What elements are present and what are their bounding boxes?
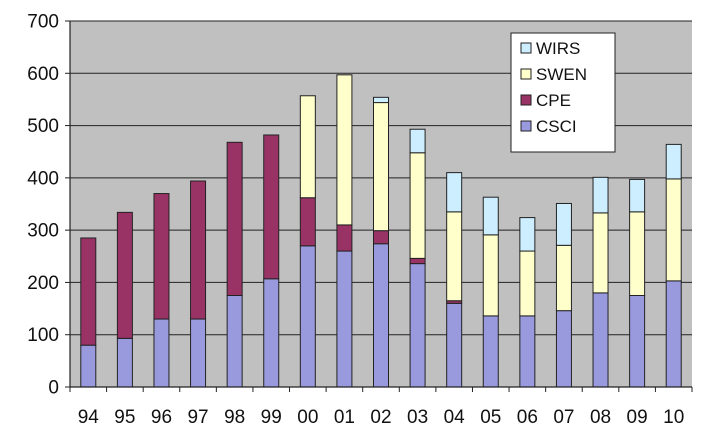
bar-segment-cpe-94: [80, 237, 97, 346]
y-tick-label: 200: [27, 273, 59, 294]
bar-segment-swen-07: [555, 244, 572, 312]
legend-label-csci: CSCI: [536, 117, 577, 136]
bar-segment-wirs-02: [373, 96, 389, 104]
axes: 0 100 200 300 400 500 600 700 94 95 96 97 98 99 00 01 02…: [27, 12, 693, 428]
bar-segment-wirs-06: [519, 217, 536, 252]
bar-segment-csci-05: [482, 315, 499, 388]
bar-segment-cpe-96: [153, 193, 170, 320]
bar-segment-swen-02: [373, 102, 389, 232]
bar-segment-swen-09: [629, 211, 646, 296]
y-tick-label: 500: [27, 116, 59, 137]
bar-segment-cpe-95: [116, 211, 133, 339]
bar-segment-csci-95: [116, 337, 133, 388]
bar-segment-csci-06: [519, 315, 536, 388]
bar-segment-csci-01: [336, 250, 353, 388]
bar-segment-wirs-05: [482, 196, 499, 236]
bar-segment-swen-08: [592, 212, 609, 294]
bar-segment-wirs-08: [592, 176, 609, 214]
legend-swatch-csci: [520, 120, 532, 132]
legend-swatch-cpe: [520, 94, 532, 106]
legend-label-wirs: WIRS: [536, 39, 580, 58]
x-tick-label: 98: [224, 407, 245, 428]
x-tick-label: 08: [590, 407, 611, 428]
y-tick-label: 100: [27, 325, 59, 346]
x-tick-label: 96: [151, 407, 172, 428]
bar-segment-csci-03: [409, 263, 426, 388]
bar-segment-wirs-10: [665, 143, 682, 180]
bar-segment-wirs-07: [555, 202, 572, 246]
legend-label-swen: SWEN: [536, 65, 587, 84]
bar-segment-swen-00: [299, 95, 316, 199]
bar-segment-swen-10: [665, 178, 682, 282]
bar-segment-cpe-97: [190, 180, 207, 320]
x-tick-label: 99: [261, 407, 282, 428]
x-tick-label: 05: [480, 407, 501, 428]
bar-segment-swen-04: [446, 211, 463, 302]
bar-segment-csci-99: [263, 278, 280, 388]
bar-segment-cpe-00: [299, 197, 316, 247]
x-tick-label: 09: [627, 407, 648, 428]
legend-swatch-wirs: [520, 42, 532, 54]
bar-segment-wirs-09: [629, 178, 646, 213]
x-tick-label: 04: [444, 407, 466, 428]
bar-segment-cpe-99: [263, 134, 280, 280]
x-tick-label: 02: [370, 407, 391, 428]
bar-segment-csci-02: [373, 243, 389, 388]
bar-segment-cpe-02: [373, 230, 389, 245]
x-tick-label: 06: [517, 407, 538, 428]
bar-segment-csci-00: [299, 245, 316, 388]
bar-segment-wirs-04: [446, 172, 463, 213]
x-tick-label: 10: [663, 407, 684, 428]
bar-segment-cpe-01: [336, 224, 353, 252]
bar-segment-swen-06: [519, 250, 536, 317]
y-tick-label: 0: [48, 378, 59, 399]
bar-segment-csci-94: [80, 344, 97, 388]
y-tick-label: 300: [27, 221, 59, 242]
y-tick-label: 700: [27, 12, 59, 33]
bar-segment-cpe-03: [409, 257, 426, 265]
bar-segment-csci-08: [592, 292, 609, 388]
bars: [80, 74, 682, 388]
legend-swatch-swen: [520, 68, 532, 80]
bar-segment-wirs-03: [409, 128, 426, 154]
bar-segment-cpe-98: [226, 141, 243, 296]
bar-segment-csci-07: [555, 310, 572, 388]
bar-segment-swen-01: [336, 74, 353, 226]
bar-segment-csci-96: [153, 318, 170, 388]
bar-segment-csci-04: [446, 302, 463, 388]
x-tick-label: 07: [553, 407, 574, 428]
legend: WIRS SWEN CPE CSCI: [510, 32, 616, 153]
bar-segment-swen-05: [482, 234, 499, 317]
x-tick-label: 00: [297, 407, 318, 428]
bar-segment-csci-97: [190, 318, 207, 388]
y-tick-label: 600: [27, 64, 59, 85]
legend-label-cpe: CPE: [536, 91, 571, 110]
y-tick-label: 400: [27, 168, 59, 189]
x-tick-label: 95: [114, 407, 135, 428]
x-tick-label: 94: [78, 407, 100, 428]
bar-segment-csci-10: [665, 280, 682, 388]
bar-segment-swen-03: [409, 152, 426, 259]
bar-segment-csci-09: [629, 295, 646, 388]
x-tick-label: 01: [334, 407, 355, 428]
bar-segment-csci-98: [226, 295, 243, 388]
x-tick-label: 03: [407, 407, 428, 428]
x-tick-label: 97: [187, 407, 208, 428]
